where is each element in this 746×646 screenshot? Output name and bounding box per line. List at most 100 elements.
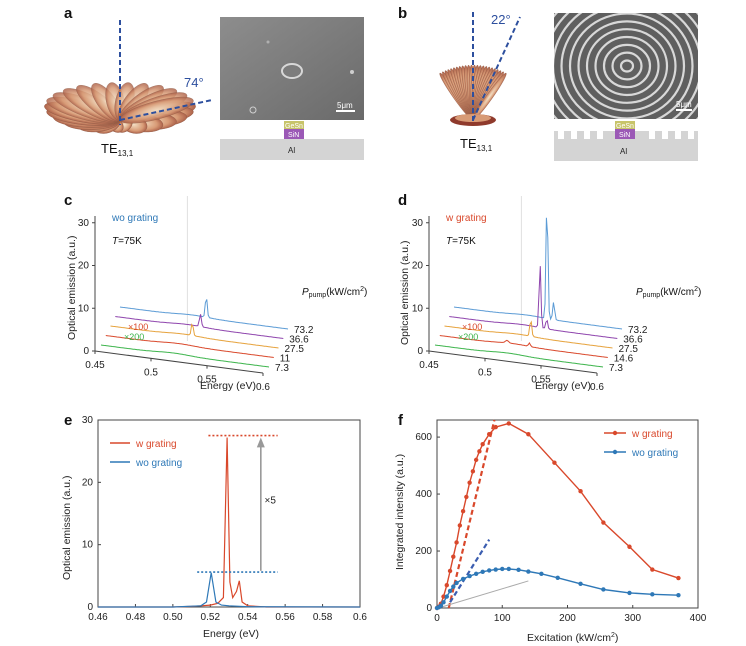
panel-d-label: d: [398, 192, 407, 209]
y-tick-label: 20: [412, 261, 424, 272]
sem-ring: [611, 51, 643, 81]
x-tick-label: 0.58: [313, 612, 333, 623]
svg-text:GeSn: GeSn: [285, 123, 303, 130]
y-tick-label: 30: [78, 218, 90, 229]
data-point: [650, 592, 655, 597]
series-line: [436, 568, 679, 609]
x-tick-label: 0.55: [197, 375, 217, 386]
scale-x100-d: ×100: [462, 322, 482, 332]
pump-value-label: 73.2: [628, 325, 648, 336]
data-point: [578, 581, 583, 586]
scale-x100-c: ×100: [128, 322, 148, 332]
gesn-layer-a: [284, 121, 304, 129]
data-point: [467, 573, 472, 579]
y-tick-label: 10: [78, 303, 90, 314]
data-point: [438, 603, 444, 608]
panel-b: b 22° TE13,1 5μm GeSn SiN Al: [398, 5, 698, 161]
x-tick-label: 0.46: [88, 612, 108, 623]
legend-label: wo grating: [631, 448, 678, 459]
ylabel-e: Optical emission (a.u.): [61, 476, 73, 580]
data-point: [506, 421, 511, 426]
y-tick-label: 600: [415, 432, 432, 443]
pump-value-label: 27.5: [285, 344, 305, 355]
x-tick-label: 0.6: [353, 612, 367, 623]
panel-a: a 74° TE13,1 5μm GeSn SiN Al: [44, 5, 364, 160]
gain-arrowhead: [256, 437, 265, 448]
spectrum-line: [449, 266, 618, 339]
data-point: [444, 583, 449, 588]
data-point: [480, 569, 485, 575]
data-point: [493, 567, 498, 572]
x-axis: [428, 350, 598, 374]
legend-label: w grating: [631, 429, 673, 440]
sin-layer-a: [284, 129, 304, 139]
pump-value-label: 36.6: [623, 335, 643, 346]
x-axis: [94, 350, 264, 374]
spectrum-line: [115, 314, 284, 339]
data-point: [454, 540, 459, 545]
x-tick-label: 0.5: [478, 367, 492, 378]
pump-value-label: 36.6: [289, 335, 309, 346]
x-tick-label: 200: [559, 613, 576, 624]
data-point: [493, 424, 498, 430]
y-tick-label: 10: [82, 540, 94, 551]
angle-label-a: 74°: [184, 75, 204, 90]
data-point: [441, 600, 446, 605]
grating-tooth: [662, 131, 668, 139]
data-point: [447, 568, 453, 574]
temperature-d: T=75K: [446, 236, 476, 247]
sin-layer-b: [615, 129, 635, 139]
svg-text:Al: Al: [620, 147, 627, 156]
data-point: [457, 523, 463, 528]
pump-value-label: 27.5: [619, 344, 639, 355]
x-tick-label: 0.56: [275, 612, 295, 623]
y-tick-label: 400: [415, 489, 432, 500]
xlabel-f: Excitation (kW/cm2): [527, 632, 618, 644]
spectrum-line: [110, 323, 279, 349]
xlabel-e: Energy (eV): [203, 628, 259, 640]
fit-line-wo: [449, 539, 491, 603]
data-point: [447, 588, 453, 594]
tilted-axis-b: [472, 16, 521, 121]
data-point: [552, 460, 557, 465]
panel-a-label: a: [64, 5, 73, 22]
pump-label-d: Ppump(kW/cm2): [636, 286, 701, 299]
spectrum-line: [439, 335, 608, 358]
data-point: [601, 587, 606, 592]
data-point: [473, 571, 479, 577]
data-point: [676, 575, 681, 581]
data-point: [480, 442, 485, 447]
x-tick-label: 0.50: [163, 612, 183, 623]
y-tick-label: 200: [415, 546, 432, 557]
radiation-pattern-b: [439, 64, 507, 126]
pump-value-label: 14.6: [614, 354, 634, 365]
y-tick-label: 30: [82, 415, 94, 426]
grating-stack-b: GeSn SiN Al: [554, 121, 698, 161]
legend-label: wo grating: [135, 458, 182, 469]
data-point: [451, 584, 456, 589]
legend-marker: [612, 449, 618, 455]
spectrum-line: [434, 344, 604, 368]
legend-d: w grating: [445, 213, 487, 224]
data-point: [578, 489, 583, 494]
ylabel-c: Optical emission (a.u.): [66, 236, 78, 340]
data-point: [601, 520, 606, 525]
x-tick-label: 0.6: [590, 382, 604, 393]
grating-tooth: [675, 131, 681, 139]
xlabel-d: Energy (eV): [535, 380, 591, 392]
x-tick-label: 300: [624, 613, 641, 624]
y-tick-label: 20: [82, 477, 94, 488]
data-point: [477, 449, 482, 454]
y-tick-label: 0: [87, 602, 93, 613]
svg-text:SiN: SiN: [288, 132, 299, 139]
mode-label-a: TE13,1: [101, 141, 134, 158]
svg-text:SiN: SiN: [619, 132, 630, 139]
legend-label: w grating: [135, 439, 177, 450]
data-point: [539, 571, 544, 577]
fit-line-w: [447, 419, 496, 609]
ylabel-f: Integrated intensity (a.u.): [394, 454, 406, 570]
pump-label-c: Ppump(kW/cm2): [302, 286, 367, 299]
data-point: [487, 432, 492, 437]
y-tick-label: 10: [412, 303, 424, 314]
